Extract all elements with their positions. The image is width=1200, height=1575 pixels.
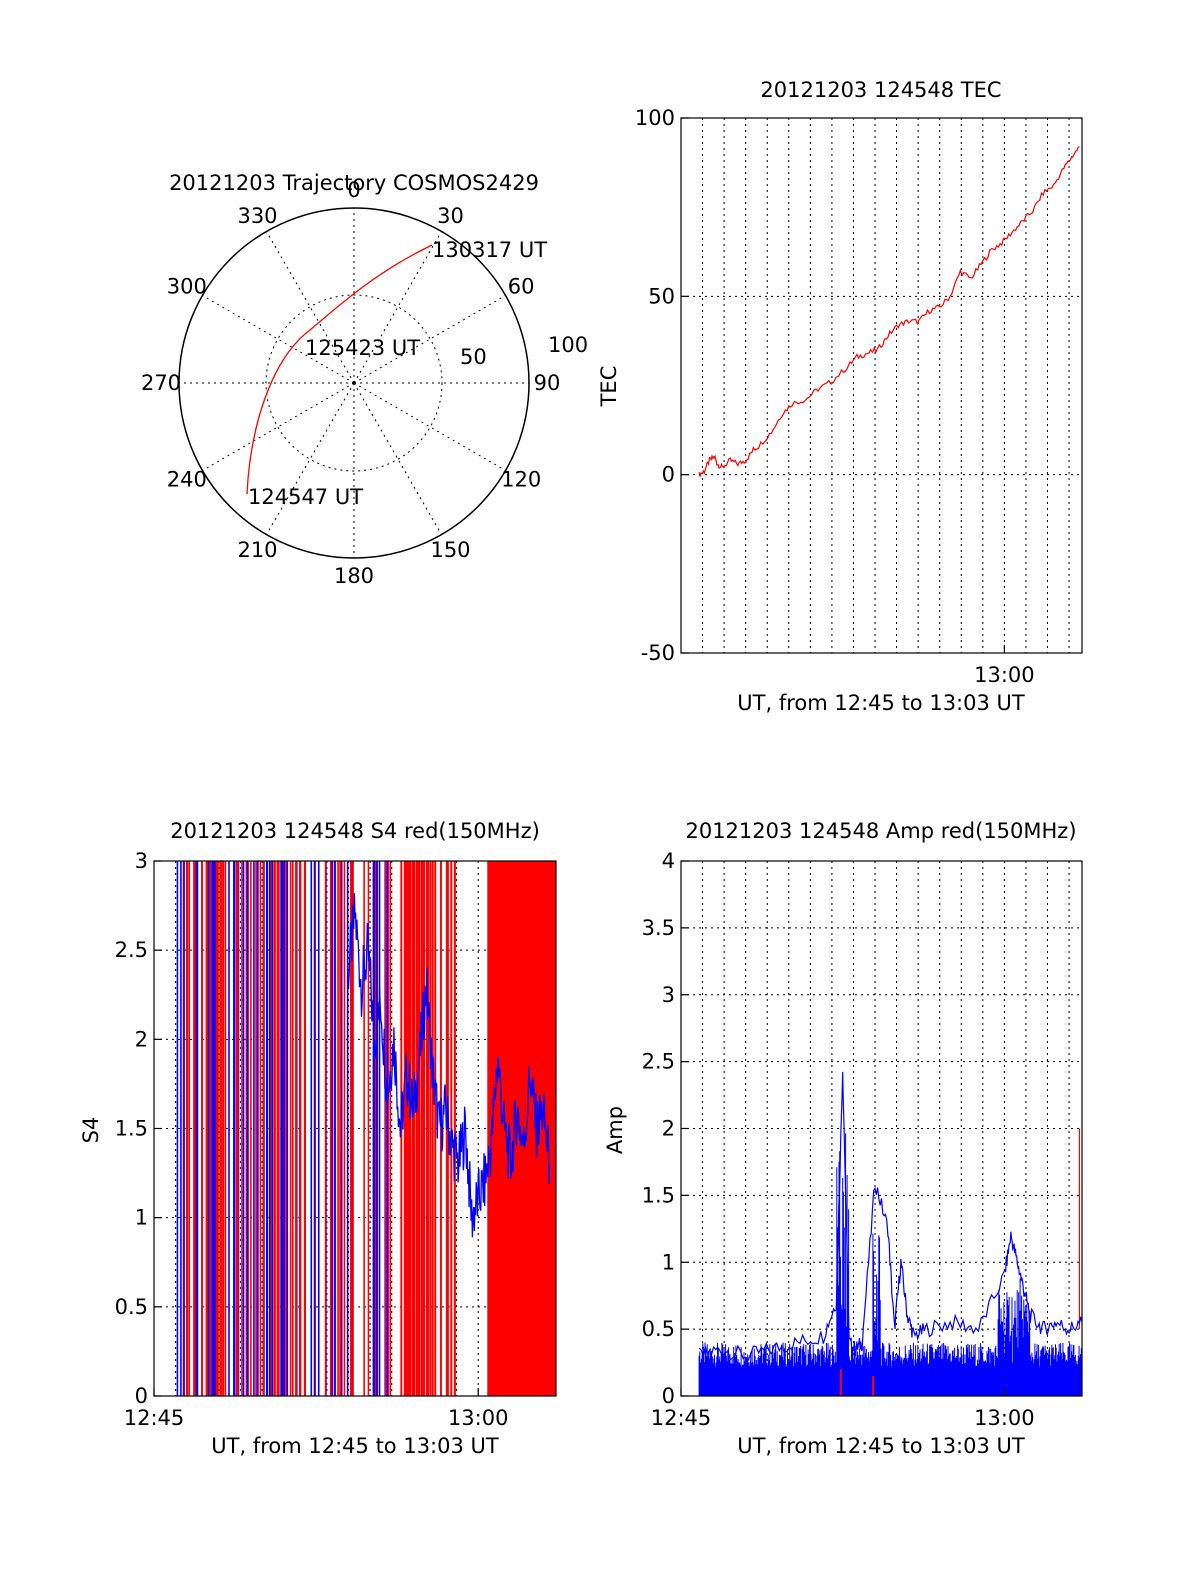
polar-azimuth-label: 0	[347, 178, 360, 202]
tec-marks	[698, 146, 1080, 477]
polar-azimuth-label: 180	[334, 564, 374, 588]
polar-elevation-label-100: 100	[548, 333, 588, 357]
y-tick-label: 2	[662, 1117, 675, 1141]
y-tick-label: 2.5	[115, 938, 148, 962]
series-line	[347, 893, 551, 1238]
tec-y-label: TEC	[597, 366, 621, 408]
polar-spoke	[266, 382, 355, 535]
polar-spoke	[353, 231, 442, 384]
tec-grid	[681, 118, 1082, 653]
y-tick-label: 1.5	[115, 1117, 148, 1141]
s4-tick-labels: 0 0.5 1 1.5 2 2.5 3 12:45 13:00	[115, 849, 509, 1430]
series-line	[698, 1071, 1083, 1362]
polar-panel: 20121203 Trajectory COSMOS2429 0 30 60 90 12…	[141, 171, 588, 588]
polar-spoke	[353, 382, 506, 471]
tec-title: 20121203 124548 TEC	[760, 78, 1001, 102]
polar-azimuth-label: 300	[167, 275, 207, 299]
amp-marks	[698, 1071, 1083, 1396]
polar-azimuth-label: 210	[237, 538, 277, 562]
x-tick-label: 12:45	[124, 1406, 185, 1430]
x-tick-label: 13:00	[448, 1406, 509, 1430]
polar-spoke	[202, 295, 355, 384]
y-tick-label: 4	[662, 849, 675, 873]
polar-azimuth-label: 120	[501, 468, 541, 492]
polar-azimuth-label: 240	[167, 468, 207, 492]
polar-spokes	[179, 208, 529, 558]
amp-noise	[698, 1133, 1082, 1396]
y-tick-label: 1	[662, 1250, 675, 1274]
amp-tick-labels: 0 0.5 1 1.5 2 2.5 3 3.5 4 12:45 13:00	[642, 849, 1035, 1430]
y-tick-label: 3	[662, 983, 675, 1007]
y-tick-label: 1.5	[642, 1183, 675, 1207]
y-tick-label: 0	[662, 463, 675, 487]
y-tick-label: 50	[648, 284, 675, 308]
y-tick-label: 0.5	[642, 1317, 675, 1341]
tec-tick-labels: 100 50 0 -50 13:00	[635, 106, 1035, 687]
x-tick-label: 13:00	[974, 1406, 1035, 1430]
polar-azimuth-labels: 0 30 60 90 120 150 180 210 240 270 300 330	[141, 178, 560, 588]
tec-panel: 20121203 124548 TEC 100 50 0 -50 13:00 UT, f…	[597, 78, 1083, 715]
amp-grid	[681, 861, 1082, 1396]
amp-y-label: Amp	[603, 1106, 627, 1154]
s4-panel: 20121203 124548 S4 red(150MHz) 0 0.5 1 1.5 2…	[79, 819, 557, 1458]
trajectory-path	[246, 244, 433, 495]
amp-panel: 20121203 124548 Amp red(150MHz) 0 0.5 1 1.5…	[603, 819, 1083, 1458]
polar-azimuth-label: 90	[534, 371, 561, 395]
tec-plot-frame	[680, 117, 1083, 654]
trajectory-end-label: 130317 UT	[432, 238, 547, 262]
y-tick-label: 0	[135, 1384, 148, 1408]
y-tick-label: 0	[662, 1384, 675, 1408]
y-tick-label: 2.5	[642, 1050, 675, 1074]
polar-inner-ring	[265, 294, 443, 472]
y-tick-label: -50	[641, 641, 675, 665]
polar-azimuth-label: 30	[437, 204, 464, 228]
polar-spoke	[353, 382, 442, 535]
y-tick-label: 100	[635, 106, 675, 130]
polar-spoke	[353, 295, 506, 384]
polar-spoke	[202, 382, 355, 471]
polar-azimuth-label: 60	[508, 275, 535, 299]
s4-y-label: S4	[79, 1117, 103, 1144]
s4-title: 20121203 124548 S4 red(150MHz)	[170, 819, 540, 843]
x-tick-label: 12:45	[651, 1406, 712, 1430]
y-tick-label: 0.5	[115, 1295, 148, 1319]
polar-elevation-label-50: 50	[460, 345, 487, 369]
polar-spoke	[266, 231, 355, 384]
amp-x-label: UT, from 12:45 to 13:03 UT	[737, 1434, 1025, 1458]
series-line	[698, 146, 1080, 477]
polar-azimuth-label: 330	[237, 204, 277, 228]
s4-marks	[176, 861, 556, 1396]
s4-x-label: UT, from 12:45 to 13:03 UT	[211, 1434, 499, 1458]
y-tick-label: 2	[135, 1027, 148, 1051]
polar-title: 20121203 Trajectory COSMOS2429	[169, 171, 539, 195]
trajectory-start-label: 124547 UT	[248, 485, 363, 509]
y-tick-label: 3.5	[642, 916, 675, 940]
polar-azimuth-label: 150	[430, 538, 470, 562]
x-tick-label: 13:00	[974, 663, 1035, 687]
y-tick-label: 3	[135, 849, 148, 873]
y-tick-label: 1	[135, 1206, 148, 1230]
tec-x-label: UT, from 12:45 to 13:03 UT	[737, 691, 1025, 715]
polar-azimuth-label: 270	[141, 371, 181, 395]
amp-title: 20121203 124548 Amp red(150MHz)	[685, 819, 1076, 843]
trajectory-mid-label: 125423 UT	[305, 336, 420, 360]
